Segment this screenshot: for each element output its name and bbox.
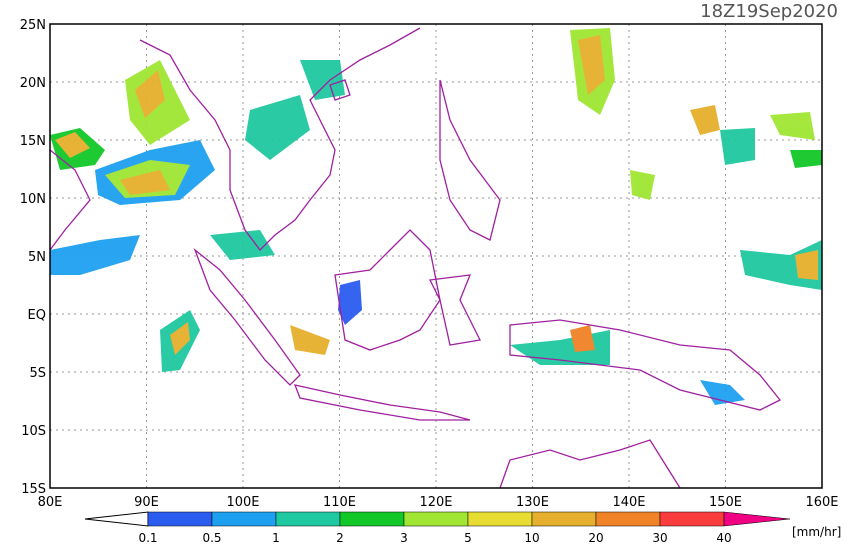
colorbar-box bbox=[275, 511, 341, 527]
colorbar-box bbox=[147, 511, 213, 527]
rain-area bbox=[578, 35, 605, 95]
precipitation bbox=[50, 28, 822, 405]
lon-label: 110E bbox=[323, 495, 356, 510]
lat-label: EQ bbox=[28, 308, 46, 323]
colorbar-label: 5 bbox=[464, 531, 472, 544]
coastline bbox=[329, 79, 351, 101]
rain-area bbox=[770, 112, 815, 140]
lat-label: 25N bbox=[20, 18, 46, 33]
coastline bbox=[139, 27, 421, 251]
rain-area bbox=[120, 170, 170, 195]
lon-label: 130E bbox=[516, 495, 549, 510]
plot-frame bbox=[49, 23, 823, 489]
rain-area bbox=[630, 170, 655, 200]
rain-area bbox=[50, 235, 140, 275]
colorbar-label: 2 bbox=[336, 531, 344, 544]
rain-area bbox=[338, 280, 362, 325]
colorbar-box bbox=[531, 511, 597, 527]
lat-label: 15N bbox=[20, 134, 46, 149]
colorbar-box bbox=[211, 511, 277, 527]
coastlines bbox=[49, 27, 782, 489]
lon-label: 100E bbox=[226, 495, 259, 510]
rain-area bbox=[245, 95, 310, 160]
lat-label: 5N bbox=[28, 250, 46, 265]
colorbar-box bbox=[403, 511, 469, 527]
rain-area bbox=[700, 380, 745, 405]
coastline bbox=[499, 439, 681, 489]
lon-label: 140E bbox=[612, 495, 645, 510]
colorbar-label: 0.1 bbox=[138, 531, 157, 544]
rain-area bbox=[795, 250, 818, 280]
rain-area bbox=[210, 230, 275, 260]
lat-label: 15S bbox=[21, 482, 46, 497]
rain-area bbox=[790, 150, 822, 168]
lat-label: 5S bbox=[29, 366, 46, 381]
lon-label: 90E bbox=[134, 495, 159, 510]
colorbar-label: 30 bbox=[652, 531, 667, 544]
colorbar-box bbox=[659, 511, 725, 527]
coastline bbox=[429, 274, 481, 346]
colorbar-label: 1 bbox=[272, 531, 280, 544]
coastline bbox=[439, 79, 501, 241]
colorbar: 0.1 0.5 1 2 3 5 10 20 30 40 bbox=[84, 511, 791, 545]
colorbar-label: 10 bbox=[524, 531, 539, 544]
lon-label: 160E bbox=[805, 495, 838, 510]
rain-area bbox=[300, 60, 345, 100]
colorbar-box bbox=[339, 511, 405, 527]
coastline bbox=[193, 248, 301, 386]
rain-area bbox=[55, 132, 90, 158]
lat-label: 10S bbox=[21, 424, 46, 439]
rain-area bbox=[170, 322, 190, 355]
lon-label: 80E bbox=[38, 495, 63, 510]
colorbar-label: 20 bbox=[588, 531, 603, 544]
lat-label: 10N bbox=[20, 192, 46, 207]
colorbar-high bbox=[723, 511, 791, 527]
colorbar-box bbox=[595, 511, 661, 527]
colorbar-label: 0.5 bbox=[202, 531, 221, 544]
colorbar-box bbox=[467, 511, 533, 527]
coastline bbox=[509, 319, 782, 411]
lon-label: 150E bbox=[709, 495, 742, 510]
lon-label: 120E bbox=[419, 495, 452, 510]
grid bbox=[50, 24, 822, 488]
colorbar-unit: [mm/hr] bbox=[792, 525, 841, 539]
colorbar-label: 40 bbox=[716, 531, 731, 544]
coastline bbox=[293, 384, 471, 421]
lat-label: 20N bbox=[20, 76, 46, 91]
timestamp: 18Z19Sep2020 bbox=[700, 1, 838, 22]
rain-area bbox=[135, 70, 165, 118]
colorbar-label: 3 bbox=[400, 531, 408, 544]
rain-area bbox=[690, 105, 720, 135]
rain-area bbox=[290, 325, 330, 355]
coastline bbox=[49, 149, 91, 251]
rain-area bbox=[570, 325, 595, 352]
rain-area bbox=[720, 128, 755, 165]
